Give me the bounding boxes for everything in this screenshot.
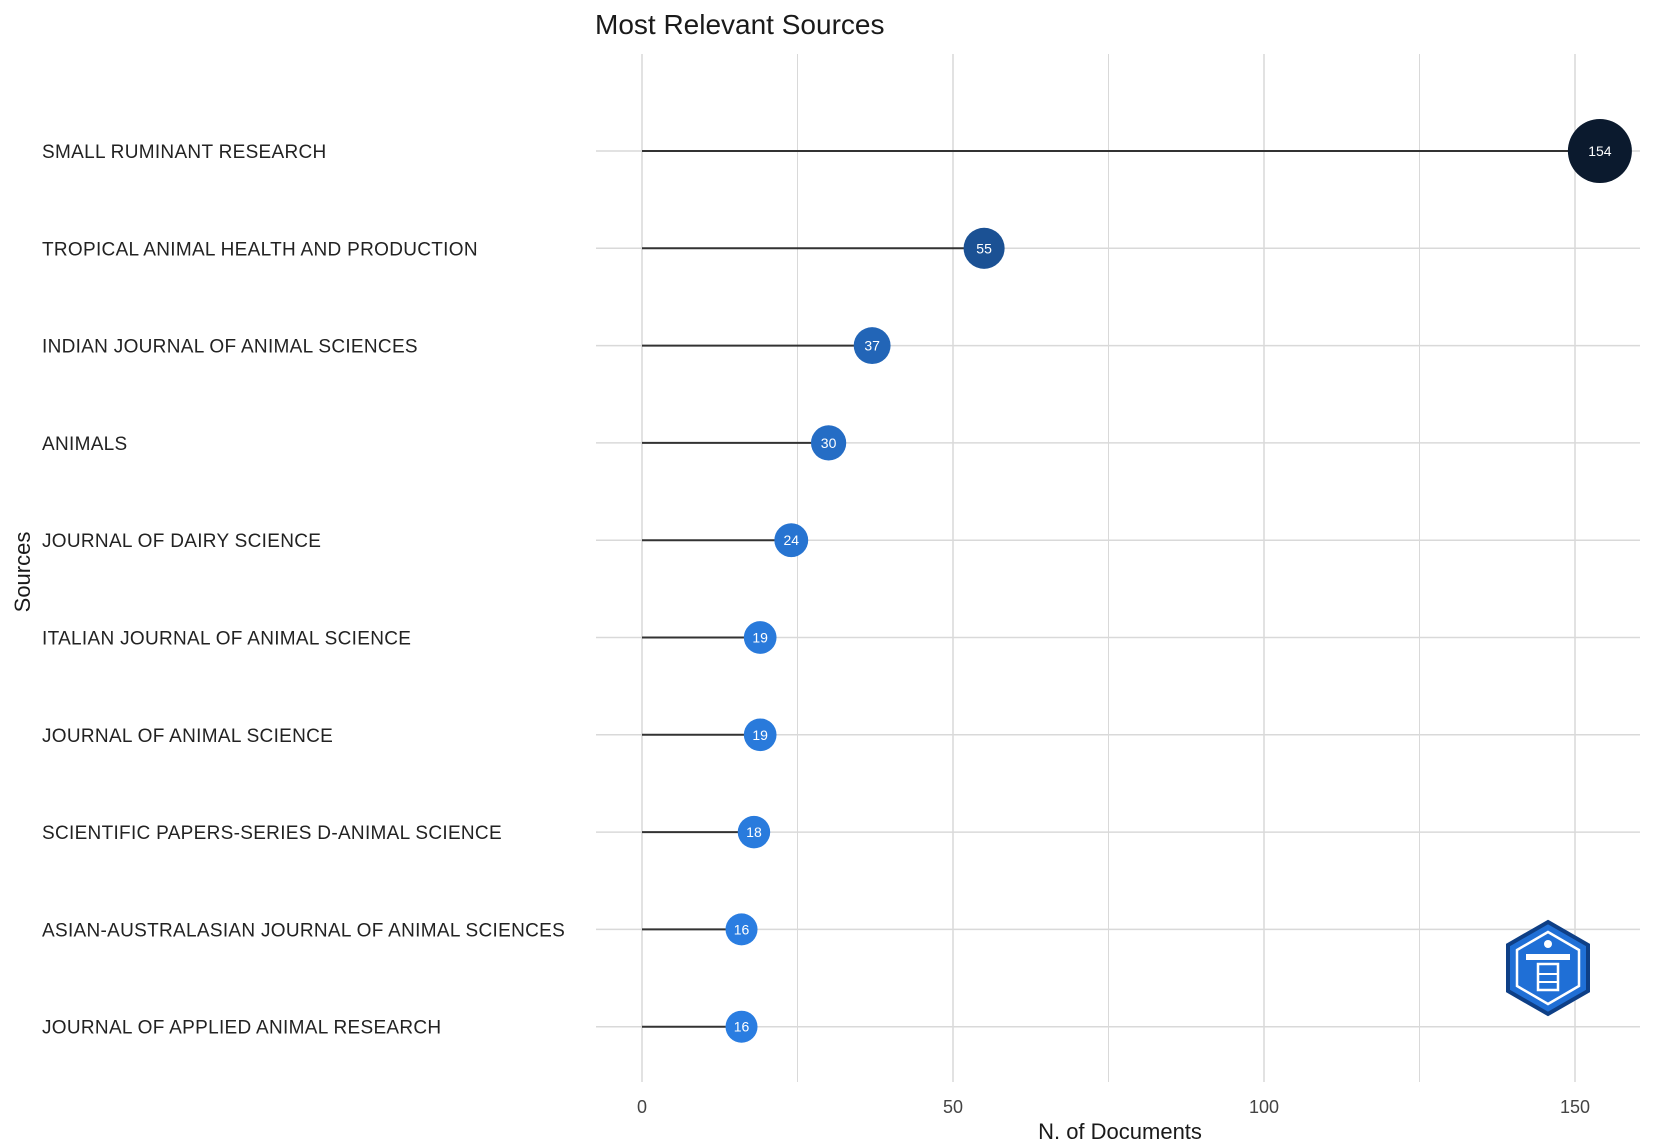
source-label: SCIENTIFIC PAPERS-SERIES D-ANIMAL SCIENC… xyxy=(42,823,502,844)
x-tick-label: 50 xyxy=(943,1097,963,1117)
x-axis-title: N. of Documents xyxy=(1038,1119,1202,1144)
x-tick-label: 100 xyxy=(1249,1097,1279,1117)
source-label: SMALL RUMINANT RESEARCH xyxy=(42,142,327,163)
lollipop-dot xyxy=(774,523,809,558)
x-tick-labels: 0 50 100 150 xyxy=(637,1097,1590,1117)
lollipop-dot xyxy=(743,621,777,654)
chart-title: Most Relevant Sources xyxy=(595,9,884,40)
source-label: INDIAN JOURNAL OF ANIMAL SCIENCES xyxy=(42,337,418,358)
lollipop-dot xyxy=(963,227,1005,269)
data-label: 18 xyxy=(746,824,762,840)
source-label: ASIAN-AUSTRALASIAN JOURNAL OF ANIMAL SCI… xyxy=(42,920,565,941)
data-label: 37 xyxy=(864,338,880,354)
lollipop-dots: 154 55 37 30 24 19 19 18 16 16 xyxy=(725,119,1632,1043)
source-label: JOURNAL OF APPLIED ANIMAL RESEARCH xyxy=(42,1018,441,1039)
x-tick-label: 0 xyxy=(637,1097,647,1117)
data-label: 24 xyxy=(783,532,799,548)
source-label: ANIMALS xyxy=(42,434,128,455)
lollipop-dot xyxy=(743,718,777,752)
lollipop-stems xyxy=(642,150,1600,1028)
source-label: ITALIAN JOURNAL OF ANIMAL SCIENCE xyxy=(42,629,411,650)
lollipop-dot xyxy=(725,1010,758,1043)
lollipop-dot xyxy=(725,913,758,946)
source-label: TROPICAL ANIMAL HEALTH AND PRODUCTION xyxy=(42,239,478,260)
watermark-logo-icon xyxy=(1506,919,1590,1017)
data-label: 154 xyxy=(1588,143,1612,159)
data-label: 19 xyxy=(752,727,768,743)
lollipop-dot xyxy=(810,425,847,461)
data-label: 16 xyxy=(734,1019,750,1035)
source-labels: SMALL RUMINANT RESEARCH TROPICAL ANIMAL H… xyxy=(42,142,565,1039)
data-label: 19 xyxy=(752,630,768,646)
data-label: 16 xyxy=(734,921,750,937)
data-label: 30 xyxy=(821,435,837,451)
x-tick-label: 150 xyxy=(1560,1097,1590,1117)
lollipop-dot xyxy=(853,327,891,365)
source-label: JOURNAL OF DAIRY SCIENCE xyxy=(42,531,321,552)
y-axis-title: Sources xyxy=(10,532,35,613)
lollipop-dot xyxy=(1567,119,1632,183)
data-label: 55 xyxy=(976,240,992,256)
source-label: JOURNAL OF ANIMAL SCIENCE xyxy=(42,726,333,747)
lollipop-dot xyxy=(737,815,771,849)
